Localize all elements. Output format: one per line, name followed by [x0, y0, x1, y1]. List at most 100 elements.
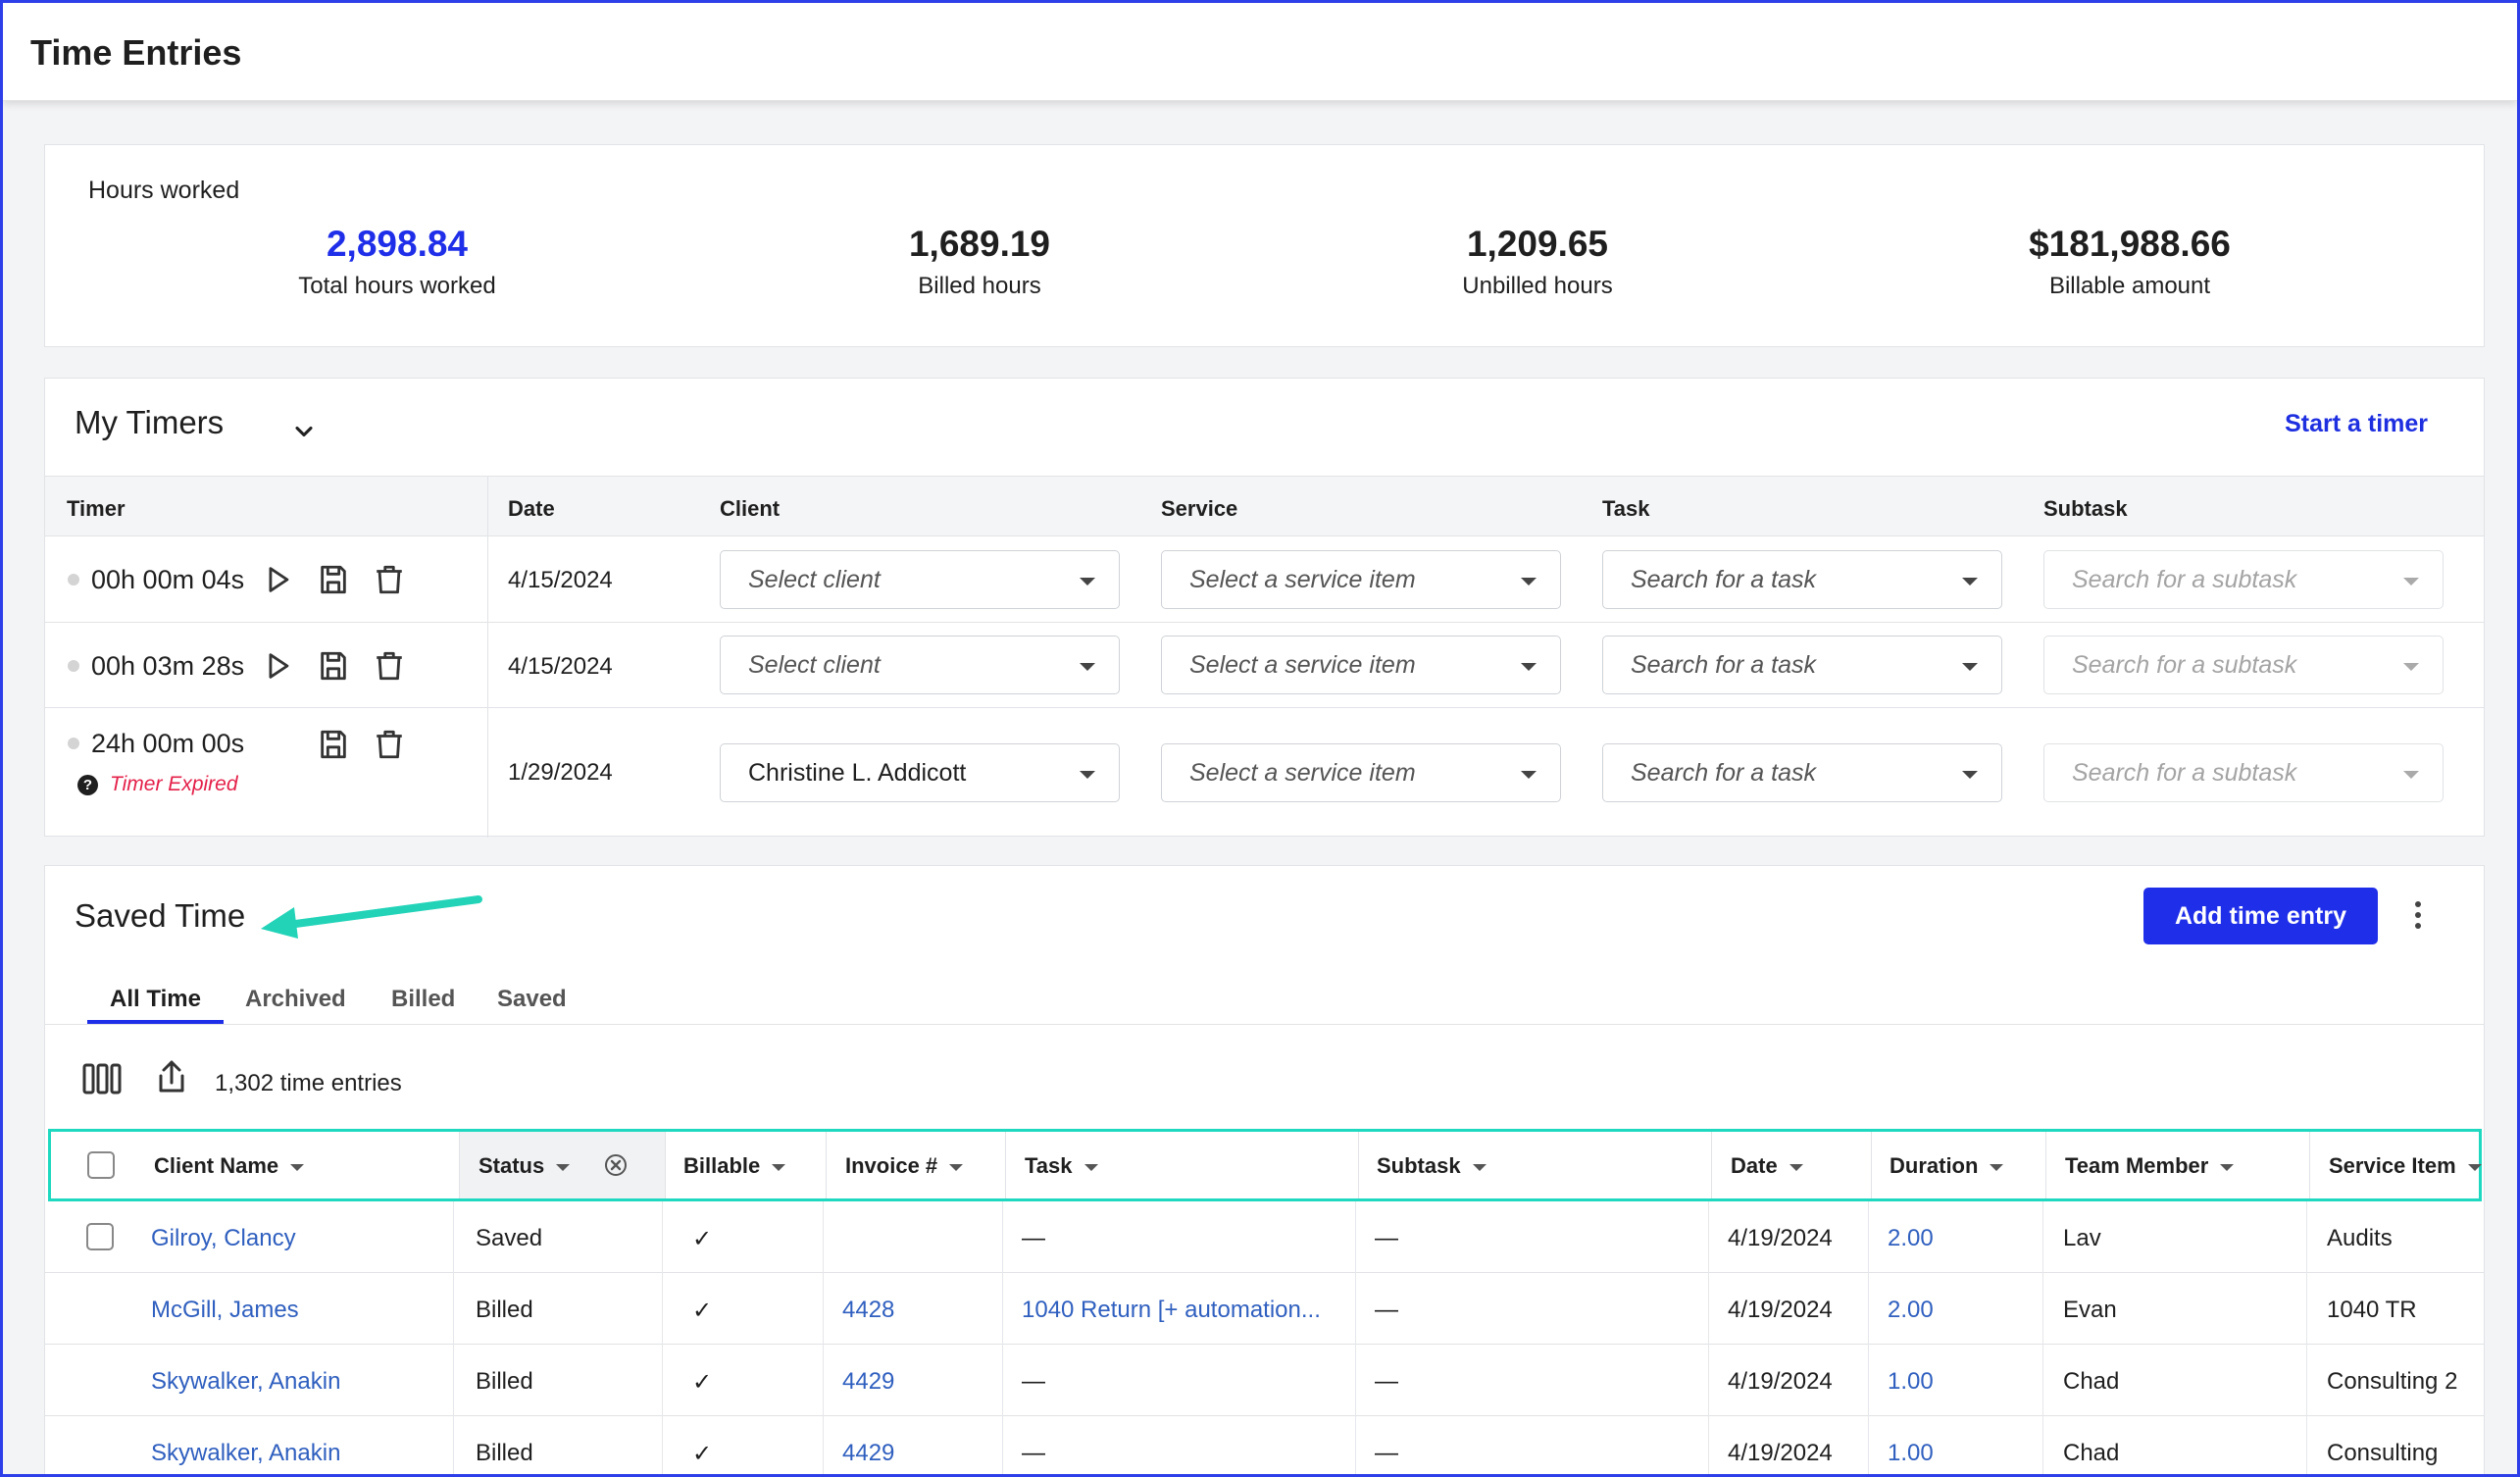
save-icon[interactable]: [317, 563, 350, 596]
divider: [1002, 1273, 1003, 1345]
table-row[interactable]: Skywalker, Anakin Billed ✓ 4429 — — 4/19…: [45, 1345, 2484, 1416]
col-team-member[interactable]: Team Member: [2065, 1153, 2235, 1179]
row-checkbox[interactable]: [86, 1223, 114, 1250]
trash-icon[interactable]: [373, 728, 406, 761]
billable-amount-stat: $181,988.66 Billable amount: [1885, 224, 2375, 300]
task-select[interactable]: Search for a task: [1602, 743, 2002, 802]
timer-elapsed: 00h 00m 04s: [91, 565, 245, 594]
divider: [1868, 1416, 1869, 1477]
col-duration[interactable]: Duration: [1890, 1153, 2004, 1179]
client-name-link[interactable]: McGill, James: [151, 1297, 299, 1323]
save-icon[interactable]: [317, 649, 350, 683]
service-select[interactable]: Select a service item: [1161, 743, 1561, 802]
divider: [1708, 1201, 1709, 1273]
date-cell: 4/19/2024: [1728, 1440, 1833, 1466]
task-select[interactable]: Search for a task: [1602, 550, 2002, 609]
unbilled-hours-stat: 1,209.65 Unbilled hours: [1292, 224, 1783, 300]
service-select[interactable]: Select a service item: [1161, 550, 1561, 609]
duration-link[interactable]: 1.00: [1888, 1368, 1934, 1395]
export-icon[interactable]: [155, 1058, 188, 1095]
subtask-select[interactable]: Search for a subtask: [2043, 550, 2444, 609]
columns-icon[interactable]: [82, 1062, 122, 1095]
trash-icon[interactable]: [373, 649, 406, 683]
divider: [1002, 1416, 1003, 1477]
service-select[interactable]: Select a service item: [1161, 636, 1561, 694]
col-status[interactable]: Status: [479, 1153, 571, 1179]
col-subtask[interactable]: Subtask: [1377, 1153, 1487, 1179]
divider: [1711, 1132, 1712, 1198]
duration-link[interactable]: 1.00: [1888, 1440, 1934, 1466]
col-task[interactable]: Task: [1025, 1153, 1098, 1179]
subtask-select[interactable]: Search for a subtask: [2043, 743, 2444, 802]
trash-icon[interactable]: [373, 563, 406, 596]
tab-billed[interactable]: Billed: [391, 986, 456, 1012]
status-cell: Saved: [476, 1225, 543, 1251]
client-name-link[interactable]: Skywalker, Anakin: [151, 1368, 341, 1395]
invoice-link[interactable]: 4429: [842, 1440, 895, 1466]
table-row[interactable]: McGill, James Billed ✓ 4428 1040 Return …: [45, 1273, 2484, 1345]
duration-link[interactable]: 2.00: [1888, 1225, 1934, 1251]
more-options-icon[interactable]: [2413, 901, 2423, 933]
active-tab-indicator: [87, 1020, 224, 1024]
client-select[interactable]: Select client: [720, 550, 1120, 609]
play-icon[interactable]: [261, 649, 294, 683]
add-time-entry-button[interactable]: Add time entry: [2143, 888, 2378, 944]
client-name-link[interactable]: Gilroy, Clancy: [151, 1225, 296, 1251]
duration-link[interactable]: 2.00: [1888, 1297, 1934, 1323]
saved-time-title: Saved Time: [75, 897, 246, 934]
invoice-link[interactable]: 4429: [842, 1368, 895, 1395]
divider: [826, 1132, 827, 1198]
col-date-label: Date: [1731, 1153, 1778, 1178]
task-select[interactable]: Search for a task: [1602, 636, 2002, 694]
tab-saved[interactable]: Saved: [497, 986, 567, 1012]
divider: [453, 1416, 454, 1477]
subtask-select-placeholder: Search for a subtask: [2072, 759, 2297, 787]
team-member-cell: Evan: [2063, 1297, 2117, 1323]
task-cell: —: [1022, 1225, 1045, 1251]
caret-down-icon: [1962, 771, 1978, 779]
table-row[interactable]: Gilroy, Clancy Saved ✓ — — 4/19/2024 2.0…: [45, 1201, 2484, 1273]
col-invoice[interactable]: Invoice #: [845, 1153, 964, 1179]
client-select[interactable]: Select client: [720, 636, 1120, 694]
client-select[interactable]: Christine L. Addicott: [720, 743, 1120, 802]
col-service: Service: [1161, 496, 1238, 521]
annotation-arrow: [261, 895, 482, 939]
divider: [1355, 1345, 1356, 1416]
chevron-down-icon[interactable]: [290, 418, 318, 445]
divider: [2306, 1416, 2307, 1477]
divider: [1708, 1416, 1709, 1477]
clear-filter-icon[interactable]: [604, 1153, 628, 1177]
unbilled-hours-caption: Unbilled hours: [1462, 273, 1613, 299]
divider: [1708, 1273, 1709, 1345]
client-name-link[interactable]: Skywalker, Anakin: [151, 1440, 341, 1466]
divider: [453, 1201, 454, 1273]
divider: [2306, 1201, 2307, 1273]
tab-all-time[interactable]: All Time: [110, 986, 201, 1012]
task-link[interactable]: 1040 Return [+ automation...: [1022, 1297, 1321, 1323]
save-icon[interactable]: [317, 728, 350, 761]
col-client-name[interactable]: Client Name: [154, 1153, 305, 1179]
hours-summary-card: Hours worked 2,898.84 Total hours worked…: [44, 144, 2485, 347]
caret-down-icon: [1962, 578, 1978, 586]
subtask-cell: —: [1375, 1440, 1398, 1466]
col-billable[interactable]: Billable: [683, 1153, 786, 1179]
service-select-placeholder: Select a service item: [1189, 566, 1416, 593]
divider: [2042, 1416, 2043, 1477]
my-timers-title: My Timers: [75, 404, 225, 440]
divider: [2042, 1201, 2043, 1273]
divider: [823, 1416, 824, 1477]
subtask-select[interactable]: Search for a subtask: [2043, 636, 2444, 694]
col-date[interactable]: Date: [1731, 1153, 1803, 1179]
service-select-placeholder: Select a service item: [1189, 651, 1416, 679]
col-service-item[interactable]: Service Item: [2329, 1153, 2482, 1179]
select-all-checkbox[interactable]: [87, 1151, 115, 1179]
tab-archived[interactable]: Archived: [245, 986, 346, 1012]
total-hours-stat: 2,898.84 Total hours worked: [152, 224, 642, 300]
play-icon[interactable]: [261, 563, 294, 596]
table-row[interactable]: Skywalker, Anakin Billed ✓ 4429 — — 4/19…: [45, 1416, 2484, 1477]
col-client: Client: [720, 496, 781, 521]
date-cell: 4/19/2024: [1728, 1297, 1833, 1323]
start-timer-link[interactable]: Start a timer: [2285, 410, 2428, 437]
sort-caret-icon: [1789, 1163, 1803, 1171]
invoice-link[interactable]: 4428: [842, 1297, 895, 1323]
